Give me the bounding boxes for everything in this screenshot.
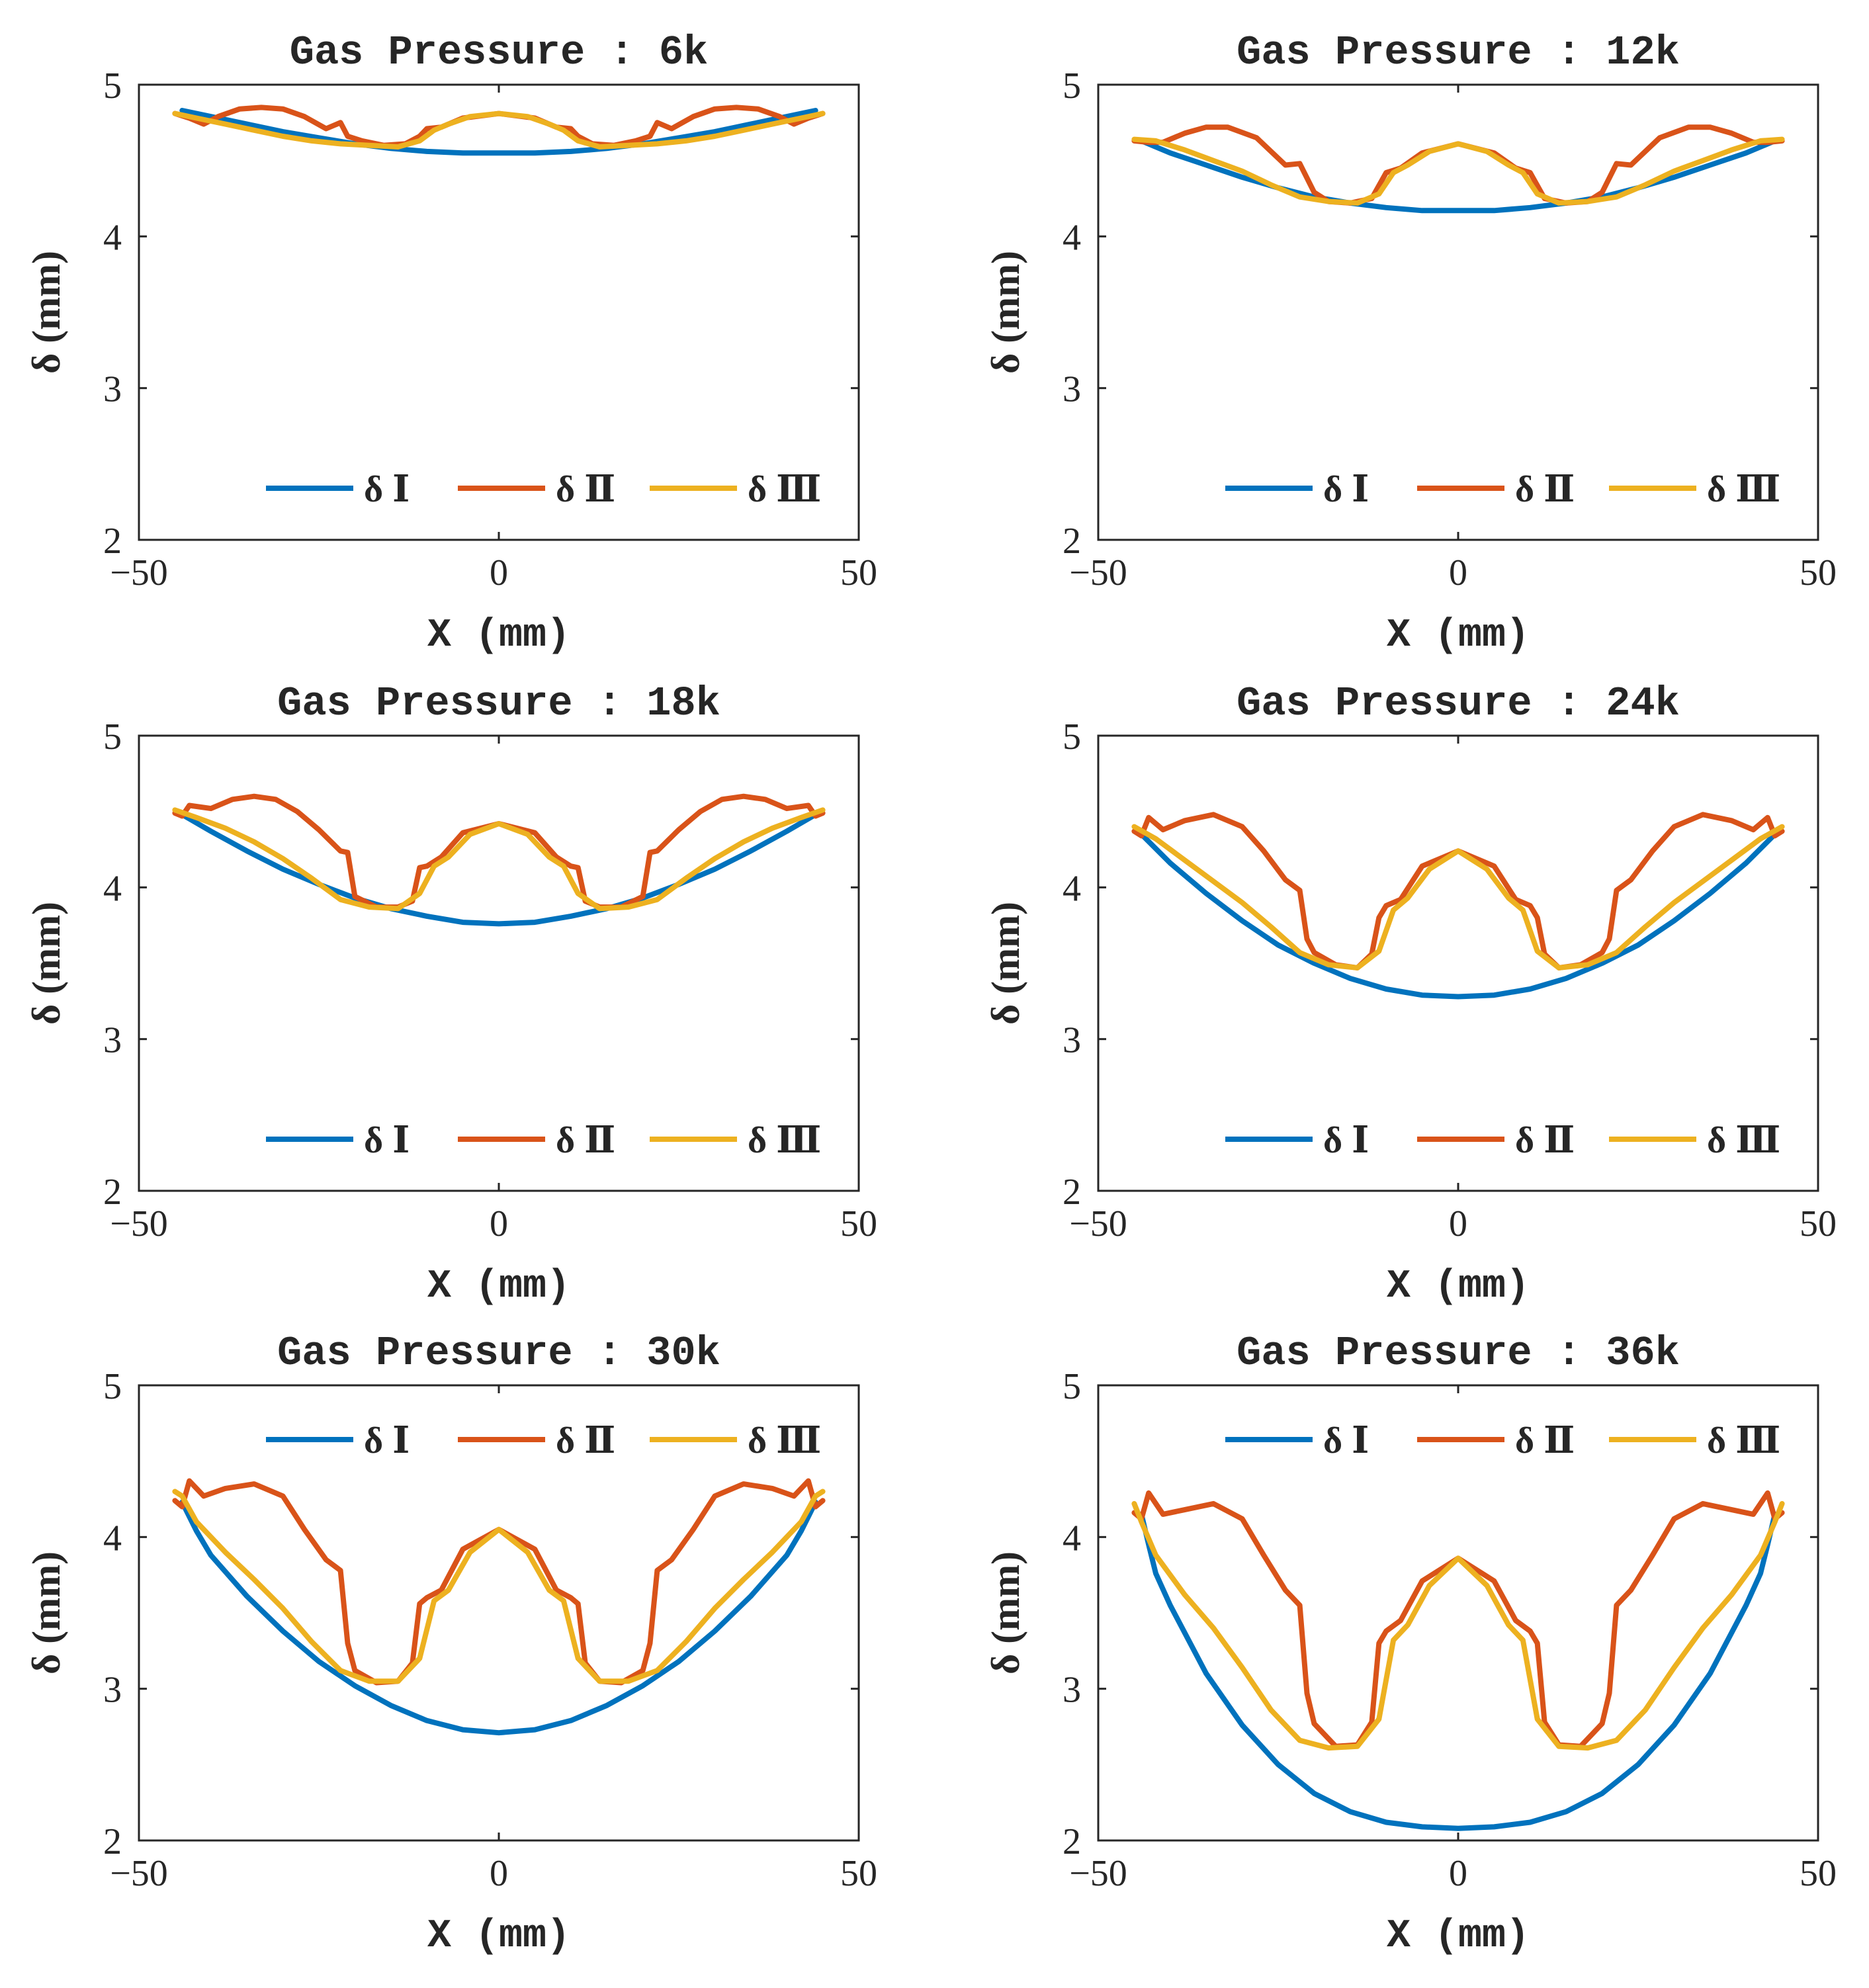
legend-label-3: δ Ⅲ xyxy=(1707,1120,1780,1161)
legend-label-1: δ Ⅰ xyxy=(1323,1420,1369,1461)
series-line-1 xyxy=(1139,1511,1778,1831)
y-tick-label: 3 xyxy=(103,1670,122,1711)
x-tick-label: −50 xyxy=(1069,552,1127,593)
y-axis-label: δ (mm) xyxy=(24,251,68,374)
legend-label-2: δ Ⅱ xyxy=(556,1120,615,1161)
y-tick-label: 5 xyxy=(1063,716,1081,757)
x-tick-label: −50 xyxy=(1069,1853,1127,1894)
x-tick-label: 50 xyxy=(840,1203,877,1244)
y-tick-label: 2 xyxy=(1063,521,1081,562)
x-tick-label: 50 xyxy=(1800,552,1837,593)
x-tick-label: 50 xyxy=(1800,1853,1837,1894)
legend-label-3: δ Ⅲ xyxy=(1707,1420,1780,1461)
chart-title: Gas Pressure : 30k xyxy=(277,1330,720,1377)
chart-panel-5: Gas Pressure : 30k −50 0 50 2 3 4 5 X (mm) δ (mm)… xyxy=(24,1330,877,1959)
x-tick-label: 0 xyxy=(490,552,508,593)
x-axis-label: X (mm) xyxy=(1387,1914,1530,1959)
y-axis-label: δ (mm) xyxy=(984,902,1027,1025)
legend-label-2: δ Ⅱ xyxy=(556,1420,615,1461)
x-tick-label: 0 xyxy=(1449,552,1467,593)
y-tick-label: 3 xyxy=(1063,369,1081,410)
x-tick-label: 0 xyxy=(490,1203,508,1244)
x-axis-label: X (mm) xyxy=(1387,1264,1530,1309)
legend-label-3: δ Ⅲ xyxy=(1707,469,1780,510)
y-tick-label: 2 xyxy=(1063,1172,1081,1213)
legend-label-1: δ Ⅰ xyxy=(364,469,410,510)
legend-label-3: δ Ⅲ xyxy=(748,1420,821,1461)
series-line-2 xyxy=(1131,812,1785,971)
chart-title: Gas Pressure : 18k xyxy=(277,680,720,727)
y-tick-label: 3 xyxy=(1063,1020,1081,1061)
y-tick-label: 5 xyxy=(1063,1366,1081,1407)
legend-label-1: δ Ⅰ xyxy=(364,1420,410,1461)
series-line-1 xyxy=(179,1499,818,1736)
y-tick-label: 3 xyxy=(103,369,122,410)
chart-title: Gas Pressure : 36k xyxy=(1237,1330,1680,1377)
x-tick-label: 0 xyxy=(490,1853,508,1894)
chart-panel-3: Gas Pressure : 18k −50 0 50 2 3 4 5 X (mm) δ (mm)… xyxy=(24,680,877,1309)
y-tick-label: 4 xyxy=(103,868,122,909)
series-line-1 xyxy=(1139,832,1778,1000)
y-tick-label: 2 xyxy=(103,521,122,562)
x-axis-label: X (mm) xyxy=(427,1914,570,1959)
x-tick-label: −50 xyxy=(1069,1203,1127,1244)
series-line-1 xyxy=(179,108,818,156)
y-tick-label: 2 xyxy=(103,1821,122,1862)
legend-label-3: δ Ⅲ xyxy=(748,469,821,510)
series-line-3 xyxy=(1131,136,1785,206)
series-line-2 xyxy=(172,1478,826,1686)
y-tick-label: 4 xyxy=(103,217,122,258)
y-axis-label: δ (mm) xyxy=(24,902,68,1025)
legend-label-1: δ Ⅰ xyxy=(364,1120,410,1161)
legend-label-2: δ Ⅱ xyxy=(556,469,615,510)
legend-label-2: δ Ⅱ xyxy=(1515,1120,1575,1161)
chart-title: Gas Pressure : 12k xyxy=(1237,29,1680,76)
y-tick-label: 3 xyxy=(1063,1670,1081,1711)
x-tick-label: 50 xyxy=(840,1853,877,1894)
series-line-3 xyxy=(172,807,826,912)
x-tick-label: 50 xyxy=(840,552,877,593)
y-tick-label: 5 xyxy=(1063,65,1081,107)
legend-label-3: δ Ⅲ xyxy=(748,1120,821,1161)
legend-label-2: δ Ⅱ xyxy=(1515,469,1575,510)
y-tick-label: 5 xyxy=(103,65,122,107)
x-axis-label: X (mm) xyxy=(427,613,570,658)
series-line-1 xyxy=(179,812,818,927)
y-tick-label: 4 xyxy=(1063,868,1081,909)
x-axis-label: X (mm) xyxy=(1387,613,1530,658)
y-tick-label: 4 xyxy=(103,1518,122,1559)
series-line-3 xyxy=(172,110,826,150)
y-tick-label: 4 xyxy=(1063,217,1081,258)
x-tick-label: −50 xyxy=(110,552,168,593)
chart-panel-6: Gas Pressure : 36k −50 0 50 2 3 4 5 X (mm) δ (mm)… xyxy=(984,1330,1837,1959)
y-tick-label: 4 xyxy=(1063,1518,1081,1559)
legend-label-1: δ Ⅰ xyxy=(1323,1120,1369,1161)
y-axis-label: δ (mm) xyxy=(24,1551,68,1674)
chart-panel-1: Gas Pressure : 6k −50 0 50 2 3 4 5 X (mm) δ (mm) δ… xyxy=(24,29,877,658)
y-tick-label: 2 xyxy=(1063,1821,1081,1862)
series-line-3 xyxy=(172,1489,826,1684)
x-tick-label: 50 xyxy=(1800,1203,1837,1244)
y-axis-label: δ (mm) xyxy=(984,251,1027,374)
chart-panel-4: Gas Pressure : 24k −50 0 50 2 3 4 5 X (mm) δ (mm)… xyxy=(984,680,1837,1309)
series-line-3 xyxy=(1131,824,1785,971)
x-tick-label: −50 xyxy=(110,1203,168,1244)
legend-label-2: δ Ⅱ xyxy=(1515,1420,1575,1461)
y-tick-label: 2 xyxy=(103,1172,122,1213)
x-tick-label: 0 xyxy=(1449,1203,1467,1244)
chart-panel-2: Gas Pressure : 12k −50 0 50 2 3 4 5 X (mm) δ (mm)… xyxy=(984,29,1837,658)
y-tick-label: 5 xyxy=(103,716,122,757)
y-tick-label: 3 xyxy=(103,1020,122,1061)
y-axis-label: δ (mm) xyxy=(984,1551,1027,1674)
series-line-3 xyxy=(1131,1500,1785,1751)
chart-title: Gas Pressure : 24k xyxy=(1237,680,1680,727)
x-axis-label: X (mm) xyxy=(427,1264,570,1309)
series-line-1 xyxy=(1139,138,1778,214)
x-tick-label: −50 xyxy=(110,1853,168,1894)
y-tick-label: 5 xyxy=(103,1366,122,1407)
x-tick-label: 0 xyxy=(1449,1853,1467,1894)
legend-label-1: δ Ⅰ xyxy=(1323,469,1369,510)
chart-title: Gas Pressure : 6k xyxy=(290,29,709,76)
